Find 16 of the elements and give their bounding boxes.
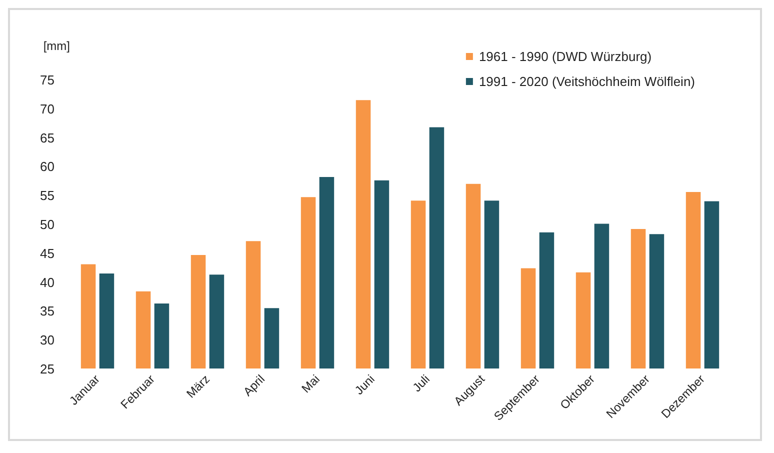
y-tick-label: 25	[40, 362, 54, 376]
y-axis-title: [mm]	[43, 39, 70, 53]
y-tick-label: 60	[40, 159, 54, 174]
y-tick-label: 35	[40, 304, 54, 319]
legend-label: 1961 - 1990 (DWD Würzburg)	[478, 49, 652, 64]
x-tick-label: Juli	[410, 372, 432, 395]
y-tick-label: 55	[40, 188, 54, 204]
y-tick-label: 45	[40, 246, 54, 261]
y-tick-label: 75	[40, 72, 54, 88]
y-tick-label: 40	[40, 274, 54, 290]
y-tick-label: 65	[40, 130, 54, 146]
y-tick-label: 70	[40, 101, 54, 116]
y-tick-label: 50	[40, 217, 54, 232]
x-tick-label: Mai	[298, 372, 322, 396]
y-tick-label: 30	[40, 332, 54, 348]
legend-label: 1991 - 2020 (Veitshöchheim Wölflein)	[478, 74, 695, 89]
